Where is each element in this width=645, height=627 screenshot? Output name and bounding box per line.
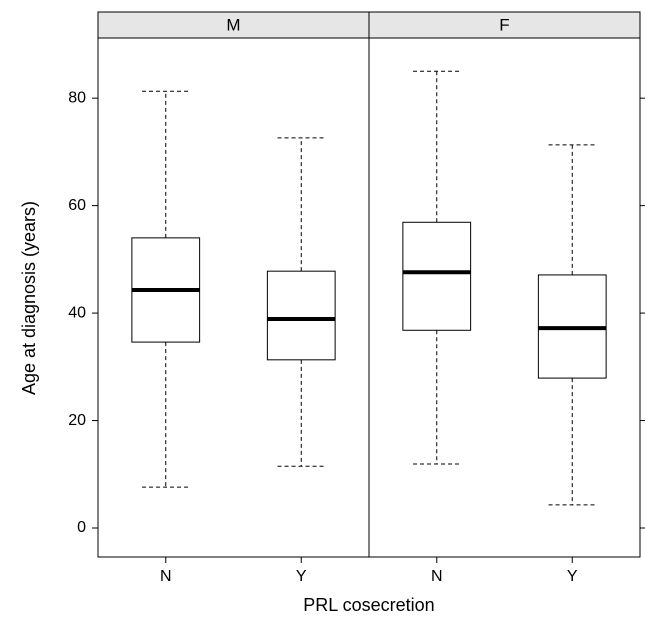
y-tick-label: 20 — [68, 412, 86, 429]
panel — [97, 37, 370, 558]
y-tick-label: 0 — [77, 519, 86, 536]
x-tick-label: N — [160, 568, 172, 585]
panel — [368, 37, 641, 558]
y-tick-label: 40 — [68, 304, 86, 321]
y-tick-label: 60 — [68, 197, 86, 214]
x-tick-label: Y — [296, 568, 307, 585]
x-tick-label: Y — [567, 568, 578, 585]
box — [266, 270, 336, 361]
y-axis-label: Age at diagnosis (years) — [19, 201, 39, 395]
x-tick-label: N — [431, 568, 443, 585]
strip-label: F — [499, 15, 509, 34]
strip — [368, 11, 641, 39]
strip-label: M — [226, 15, 240, 34]
y-tick-label: 80 — [68, 89, 86, 106]
x-axis-label: PRL cosecretion — [303, 595, 434, 615]
box — [402, 221, 472, 331]
